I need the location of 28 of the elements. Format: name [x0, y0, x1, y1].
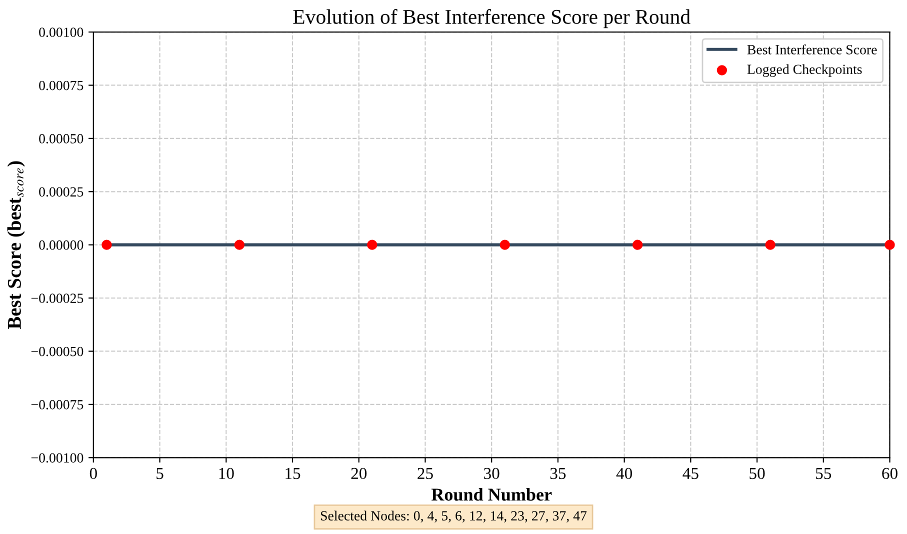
- x-tick-label: 35: [550, 468, 566, 480]
- text: Selected Nodes: 0, 4, 5, 6, 12, 14, 23, 27, 37, 47: [320, 510, 587, 522]
- legend-label: Best Interference Score: [747, 44, 877, 54]
- x-tick-label: 20: [351, 468, 367, 480]
- x-tick-label: 60: [882, 468, 898, 480]
- legend-label: Logged Checkpoints: [747, 64, 862, 77]
- y-tick-label: −0.00025: [31, 294, 84, 304]
- y-axis-title: Best Score (best$_{score}$): [7, 161, 25, 330]
- x-tick-label: 15: [286, 468, 300, 480]
- y-tick-label: −0.00075: [31, 400, 84, 410]
- x-tick-label: 55: [816, 468, 832, 480]
- x-axis-title: Round Number: [431, 488, 552, 501]
- x-tick-label: 30: [484, 468, 500, 480]
- x-tick-label: 25: [418, 468, 433, 480]
- y-tick-label: 0.00075: [39, 80, 84, 90]
- chart-title: Evolution of Best Interference Score per Round: [293, 9, 690, 28]
- x-tick-label: 0: [90, 468, 97, 480]
- y-tick-label: 0.00100: [39, 28, 84, 38]
- x-tick-label: 50: [750, 468, 765, 480]
- y-tick-label: 0.00000: [39, 240, 84, 250]
- y-tick-label: 0.00050: [39, 134, 84, 144]
- x-tick-label: 5: [156, 468, 164, 480]
- x-tick-label: 10: [219, 468, 234, 480]
- x-tick-label: 40: [616, 468, 632, 480]
- y-tick-label: 0.00025: [39, 187, 84, 197]
- x-tick-label: 45: [682, 468, 698, 480]
- y-tick-label: −0.00050: [31, 346, 84, 356]
- y-tick-label: −0.00100: [31, 453, 84, 463]
